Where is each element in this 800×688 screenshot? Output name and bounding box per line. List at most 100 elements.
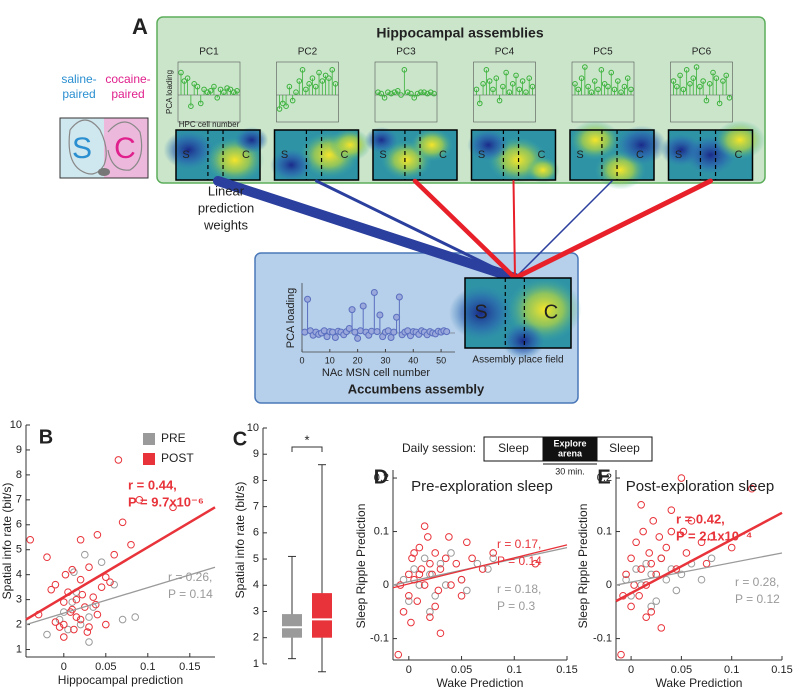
place-field-frame xyxy=(569,129,655,181)
point xyxy=(672,586,681,595)
box xyxy=(282,614,302,638)
stem-head xyxy=(624,75,631,81)
stem-head xyxy=(373,328,381,336)
point xyxy=(394,650,403,659)
stem-head xyxy=(421,89,427,95)
point xyxy=(43,630,51,639)
point xyxy=(61,570,70,579)
point xyxy=(436,629,445,638)
field-label: S xyxy=(474,301,487,323)
field-label: C xyxy=(538,149,546,161)
stem-head xyxy=(687,81,693,87)
x-axis-label: Wake Prediction xyxy=(437,676,524,688)
stem-head xyxy=(703,97,710,104)
stem-head xyxy=(500,83,506,90)
stem-frame xyxy=(374,61,438,123)
fit-line xyxy=(25,506,216,621)
stem-head xyxy=(408,90,414,97)
stem-head xyxy=(390,328,398,336)
point xyxy=(399,608,408,616)
point xyxy=(47,585,56,594)
stem-head xyxy=(673,83,680,90)
point xyxy=(415,570,424,579)
stem-head xyxy=(595,86,601,93)
point xyxy=(489,549,497,557)
prediction-weight xyxy=(315,179,517,280)
stem-head xyxy=(670,78,677,84)
prediction-weight xyxy=(512,180,516,279)
stem-head xyxy=(306,81,312,87)
stem-head xyxy=(726,95,733,101)
stem-head xyxy=(211,83,217,90)
place-field-blob xyxy=(526,157,560,183)
point xyxy=(682,549,691,557)
stat-annotation: r = 0.26, xyxy=(168,570,212,584)
field-caption: Assembly place field xyxy=(472,355,563,366)
point xyxy=(748,484,756,493)
point xyxy=(677,474,686,482)
point xyxy=(727,543,736,552)
x-axis-label: Wake Prediction xyxy=(656,676,743,688)
point xyxy=(707,533,716,541)
y-axis-label: PCA loading xyxy=(165,70,174,114)
place-field-blob xyxy=(234,127,269,153)
field-label: C xyxy=(341,149,349,161)
point xyxy=(405,591,413,600)
x-tick-label: 0.15 xyxy=(771,664,792,676)
prediction-weight xyxy=(512,178,713,281)
stem-head xyxy=(683,67,690,73)
field-label: C xyxy=(439,149,447,161)
point xyxy=(647,608,656,616)
point xyxy=(420,554,429,563)
point xyxy=(484,565,492,573)
stem-head xyxy=(591,78,598,84)
stem-head xyxy=(227,86,234,93)
point xyxy=(169,503,177,512)
fit-line xyxy=(615,552,783,586)
stem-head xyxy=(378,90,385,97)
legend-swatch xyxy=(143,453,155,465)
point xyxy=(72,595,81,604)
fit-line xyxy=(25,566,216,626)
point xyxy=(463,538,471,547)
significance-bracket xyxy=(291,446,323,452)
point xyxy=(426,559,434,568)
stem-head xyxy=(431,90,437,97)
point xyxy=(687,517,696,525)
point xyxy=(413,597,422,605)
point xyxy=(68,565,76,574)
y-tick-label: 0.1 xyxy=(374,525,389,537)
stem-head xyxy=(493,75,500,81)
stem-head xyxy=(348,306,356,314)
stem-head xyxy=(296,78,303,84)
point xyxy=(405,570,413,579)
y-tick-label: 4 xyxy=(16,569,22,581)
stem-head xyxy=(388,90,394,97)
y-tick-label: 6 xyxy=(253,527,259,539)
panel-letter: E xyxy=(597,466,610,488)
field-label: S xyxy=(182,149,189,161)
point xyxy=(697,538,706,547)
x-axis-label: HPC cell number xyxy=(179,120,240,129)
y-tick-label: 0 xyxy=(383,579,389,591)
y-tick-label: 8 xyxy=(253,474,259,486)
point xyxy=(697,575,706,584)
stem-head xyxy=(414,90,421,97)
stem-head xyxy=(230,89,237,95)
panel-letter: D xyxy=(374,466,388,488)
point xyxy=(64,625,72,634)
point xyxy=(702,559,711,568)
stem-head xyxy=(476,100,483,107)
y-tick-label: 10 xyxy=(247,422,259,434)
arena-label: paired xyxy=(111,87,144,101)
point xyxy=(43,553,51,562)
panel-title: Hippocampal assemblies xyxy=(376,25,544,41)
stem-head xyxy=(723,72,730,79)
component-name: PC4 xyxy=(495,47,515,58)
point xyxy=(645,549,654,557)
point xyxy=(110,550,118,559)
stat-annotation: P = 9.7x10⁻⁶ xyxy=(128,494,204,509)
y-axis-label: Sleep Ripple Prediction xyxy=(576,504,590,629)
point xyxy=(26,535,35,544)
point xyxy=(93,530,102,539)
